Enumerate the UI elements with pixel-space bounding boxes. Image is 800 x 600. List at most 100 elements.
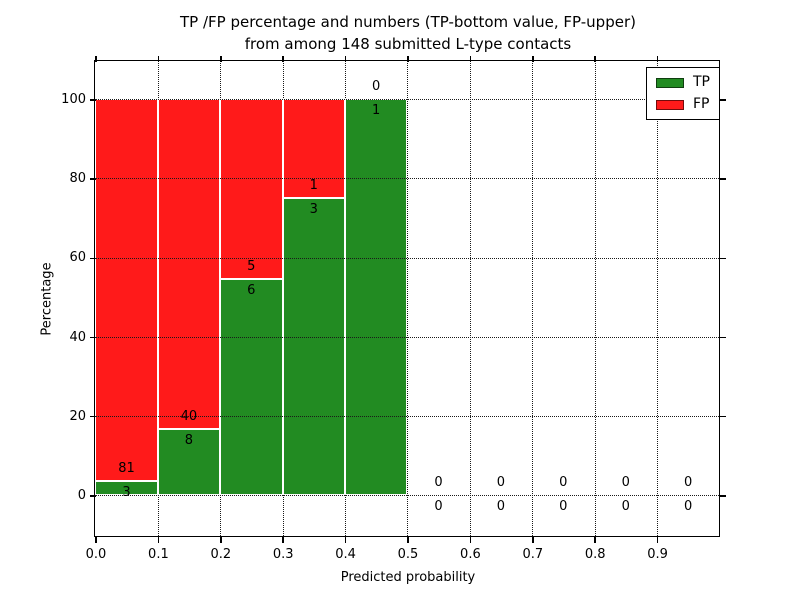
- fp-count-label: 0: [559, 475, 568, 491]
- tp-count-label: 1: [371, 103, 381, 119]
- x-tick-top: [407, 56, 409, 62]
- fp-legend-label: FP: [693, 96, 710, 112]
- tp-bar-segment: [282, 198, 345, 496]
- tp-legend-swatch: [656, 77, 684, 88]
- chart-title: TP /FP percentage and numbers (TP-bottom…: [96, 11, 720, 55]
- fp-count-label: 1: [309, 178, 318, 194]
- y-tick-label: 40: [69, 329, 86, 345]
- x-tick-label: 0.7: [522, 547, 544, 562]
- legend-item-fp: FP: [656, 97, 710, 112]
- fp-bar-segment: [95, 99, 158, 481]
- x-tick-top: [656, 56, 659, 62]
- tp-legend-label: TP: [693, 74, 710, 90]
- gridline-vertical: [656, 61, 658, 537]
- tp-count-label: 8: [184, 433, 194, 449]
- y-tick-right: [720, 415, 726, 418]
- tp-count-label: 3: [309, 202, 318, 218]
- gridline-vertical: [407, 61, 409, 537]
- chart-title-line1: TP /FP percentage and numbers (TP-bottom…: [180, 13, 636, 31]
- fp-count-label: 0: [496, 475, 506, 491]
- fp-bar-segment: [282, 99, 345, 199]
- x-tick-top: [532, 56, 534, 62]
- x-tick-label: 0.2: [210, 547, 232, 562]
- y-tick-label: 20: [69, 408, 86, 424]
- fp-legend-swatch: [656, 99, 684, 110]
- y-tick-label: 80: [69, 171, 86, 187]
- gridline-horizontal: [95, 495, 720, 497]
- tp-bar-segment: [344, 99, 408, 496]
- x-tick-label: 0.8: [584, 547, 606, 562]
- tp-count-label: 3: [122, 485, 131, 500]
- y-tick: [90, 495, 96, 497]
- tp-count-label: 0: [559, 499, 568, 515]
- fp-count-label: 5: [247, 259, 256, 275]
- gridline-horizontal: [95, 415, 720, 417]
- fp-count-label: 0: [683, 475, 693, 491]
- x-axis-label: Predicted probability: [340, 570, 476, 585]
- gridline-horizontal: [95, 99, 720, 101]
- x-tick-top: [220, 56, 222, 62]
- x-tick: [282, 537, 284, 543]
- fp-count-label: 40: [180, 409, 198, 425]
- gridline-horizontal: [95, 336, 720, 338]
- y-tick-right: [720, 99, 726, 101]
- tp-count-label: 0: [434, 499, 443, 515]
- x-tick-label: 0.6: [460, 547, 481, 562]
- y-tick: [90, 415, 96, 418]
- gridline-horizontal: [95, 178, 720, 180]
- tp-bar-segment: [157, 429, 221, 496]
- x-tick: [407, 537, 409, 543]
- x-tick: [95, 537, 97, 543]
- tp-bar-segment: [220, 279, 283, 496]
- y-tick-right: [720, 178, 726, 180]
- tp-bar-segment: [95, 481, 158, 496]
- tp-count-label: 6: [247, 283, 256, 299]
- x-tick-top: [594, 56, 596, 62]
- x-tick: [469, 537, 472, 543]
- x-tick-top: [469, 56, 472, 62]
- fp-count-label: 81: [118, 461, 135, 476]
- x-tick-label: 0.5: [397, 547, 419, 562]
- fp-bar-segment: [220, 99, 283, 280]
- fp-bar-segment: [157, 99, 221, 430]
- tp-count-label: 0: [621, 499, 630, 515]
- x-tick-top: [157, 56, 160, 62]
- y-tick-right: [720, 336, 726, 339]
- x-tick-label: 0.4: [335, 547, 356, 562]
- gridline-vertical: [469, 61, 471, 537]
- chart-title-line2: from among 148 submitted L-type contacts: [244, 35, 572, 53]
- y-tick-label: 60: [69, 250, 86, 266]
- x-tick: [532, 537, 534, 543]
- plot-area: 81 3 40 8 5 6 1 3 0 1 0 0 0 0 0 0 0 0 0 0: [94, 60, 721, 538]
- y-tick-label: 100: [61, 92, 86, 107]
- fp-count-label: 0: [434, 475, 443, 491]
- y-axis-label: Percentage: [39, 262, 55, 336]
- x-tick: [594, 537, 596, 543]
- y-tick: [90, 178, 96, 180]
- y-tick: [90, 257, 96, 260]
- x-tick-label: 0.1: [148, 547, 169, 562]
- legend: TP FP: [646, 67, 720, 120]
- x-tick-top: [282, 56, 284, 62]
- y-tick-label: 0: [77, 487, 86, 503]
- x-tick-label: 0.9: [647, 547, 668, 562]
- x-tick: [344, 537, 347, 543]
- x-tick: [656, 537, 659, 543]
- gridline-horizontal: [95, 257, 720, 259]
- tp-count-label: 0: [496, 499, 506, 515]
- x-tick-top: [344, 56, 347, 62]
- x-tick-top: [95, 56, 97, 62]
- y-tick: [90, 99, 96, 101]
- y-tick: [90, 336, 96, 339]
- x-tick: [157, 537, 160, 543]
- fp-count-label: 0: [621, 475, 630, 491]
- y-tick-right: [720, 495, 726, 497]
- tp-count-label: 0: [683, 499, 693, 515]
- x-tick: [220, 537, 222, 543]
- y-tick-right: [720, 257, 726, 260]
- gridline-vertical: [594, 61, 596, 537]
- x-tick-label: 0.3: [272, 547, 294, 562]
- x-tick-label: 0.0: [85, 547, 107, 562]
- fp-count-label: 0: [371, 79, 381, 95]
